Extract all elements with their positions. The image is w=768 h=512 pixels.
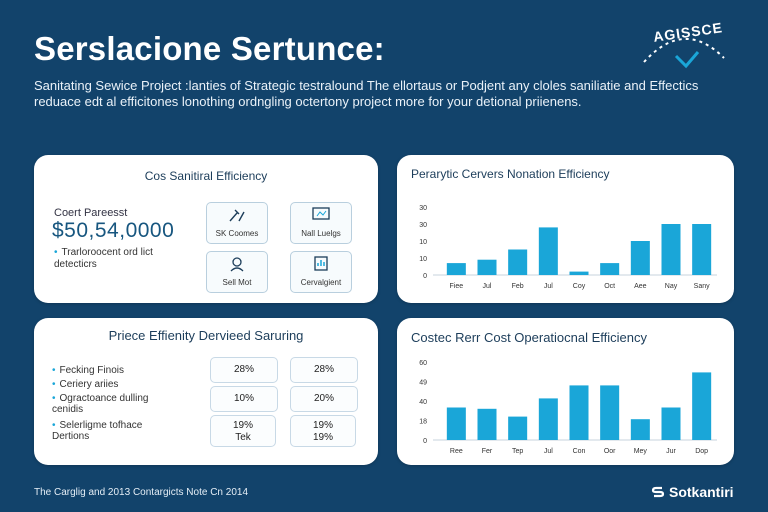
bar (600, 263, 620, 275)
bar (508, 416, 528, 440)
y-tick-label: 40 (419, 399, 427, 406)
tools-icon (229, 209, 245, 222)
pct-box: 28% (290, 357, 358, 383)
x-tick-label: Jur (666, 448, 676, 455)
y-tick-label: 0 (423, 438, 427, 445)
x-tick-label: Jul (544, 448, 553, 455)
page-title: Serslacione Sertunce: (34, 30, 385, 67)
pricing-card: Priece Effienity Dervieed Saruring • Feck… (34, 318, 378, 465)
y-tick-label: 60 (419, 360, 427, 367)
bar (477, 408, 497, 440)
bar (538, 227, 558, 275)
x-tick-label: Fer (482, 448, 493, 455)
y-tick-label: 0 (423, 273, 427, 280)
x-tick-label: Jul (483, 283, 492, 290)
efficiency-card: Cos Sanitiral Efficiency Coert Pareesst … (34, 155, 378, 303)
bar (630, 241, 650, 275)
x-tick-label: Tep (512, 448, 523, 455)
x-tick-label: Aee (634, 283, 647, 290)
pct-box: 28% (210, 357, 278, 383)
bar (692, 372, 712, 440)
pricing-item: • Fecking Finois (52, 365, 124, 376)
x-tick-label: Fiee (450, 283, 464, 290)
tile-label: Nall Luelgs (301, 229, 341, 238)
cost-value: $50,54,0000 (52, 219, 175, 242)
badge-logo-icon (636, 22, 732, 72)
bar (692, 224, 712, 275)
brand-logo: Sotkantiri (651, 484, 734, 500)
page-subtitle: Sanitating Sewice Project :lanties of St… (34, 78, 699, 109)
chart-card-2: Costec Rerr Cost Operatiocnal Efficiency… (397, 318, 734, 465)
bar-chart-2: 0 18 40 49 60 Ree Fer Tep Jul Con Oor Mey Jur Dop (419, 360, 717, 455)
pct-box: 19% Tek (210, 415, 276, 447)
x-tick-label: Nay (665, 283, 678, 290)
footer-note: The Carglig and 2013 Contargicts Note Cn… (34, 487, 249, 498)
bar (630, 419, 650, 440)
bar (446, 263, 466, 275)
bar (661, 407, 681, 440)
monitor-icon (312, 207, 330, 220)
chart-card-1: Perarytic Cervers Nonation Efficiency 0 1… (397, 155, 734, 303)
tile-chart-doc[interactable]: Cervalgient (290, 251, 352, 293)
y-tick-label: 18 (419, 419, 427, 426)
pct-box: 10% (210, 386, 278, 412)
location-icon (230, 257, 244, 272)
bar (661, 224, 681, 275)
pricing-item: • Ogractoance dulling cenidis (52, 393, 149, 415)
y-tick-label: 10 (419, 256, 427, 263)
pricing-item: • Selerligme tofhace Dertions (52, 420, 143, 442)
bar (569, 271, 589, 275)
tile-monitor[interactable]: Nall Luelgs (290, 202, 352, 244)
pct-box: 20% (290, 386, 358, 412)
chart-2-title: Costec Rerr Cost Operatiocnal Efficiency (411, 330, 648, 345)
x-tick-label: Con (573, 448, 586, 455)
y-tick-label: 30 (419, 222, 427, 229)
x-tick-label: Ree (450, 448, 463, 455)
x-tick-label: Dop (695, 448, 708, 455)
bar (569, 385, 589, 440)
cost-label: Coert Pareesst (54, 207, 128, 219)
pct-box: 19% 19% (290, 415, 356, 447)
x-tick-label: Jul (544, 283, 553, 290)
bar-chart-1: 0 10 10 30 30 Fiee Jul Feb Jul Coy Oct Aee Nay Sany (419, 205, 717, 290)
efficiency-bullet: • Trarloroocent ord lict detecticrs (54, 247, 153, 270)
tile-location[interactable]: Sell Mot (206, 251, 268, 293)
y-tick-label: 10 (419, 239, 427, 246)
tile-tools[interactable]: SK Coomes (206, 202, 268, 244)
x-tick-label: Feb (512, 283, 524, 290)
bar (477, 259, 497, 275)
y-tick-label: 30 (419, 205, 427, 212)
x-tick-label: Oct (604, 283, 615, 290)
tile-label: SK Coomes (215, 229, 259, 238)
efficiency-card-title: Cos Sanitiral Efficiency (144, 169, 268, 183)
y-tick-label: 49 (419, 380, 427, 387)
x-tick-label: Oor (604, 448, 616, 455)
pricing-card-title: Priece Effienity Dervieed Saruring (108, 328, 304, 343)
x-tick-label: Mey (634, 448, 648, 455)
pricing-item: • Ceriery ariies (52, 379, 119, 390)
brand-icon (651, 486, 665, 498)
bar (446, 407, 466, 440)
bar (508, 249, 528, 275)
chart-doc-icon (314, 256, 328, 271)
x-tick-label: Coy (573, 283, 586, 290)
bar (600, 385, 620, 440)
chart-1-title: Perarytic Cervers Nonation Efficiency (411, 167, 610, 181)
tile-label: Cervalgient (300, 278, 342, 287)
bar (538, 398, 558, 440)
tile-label: Sell Mot (222, 278, 252, 287)
x-tick-label: Sany (694, 283, 710, 290)
